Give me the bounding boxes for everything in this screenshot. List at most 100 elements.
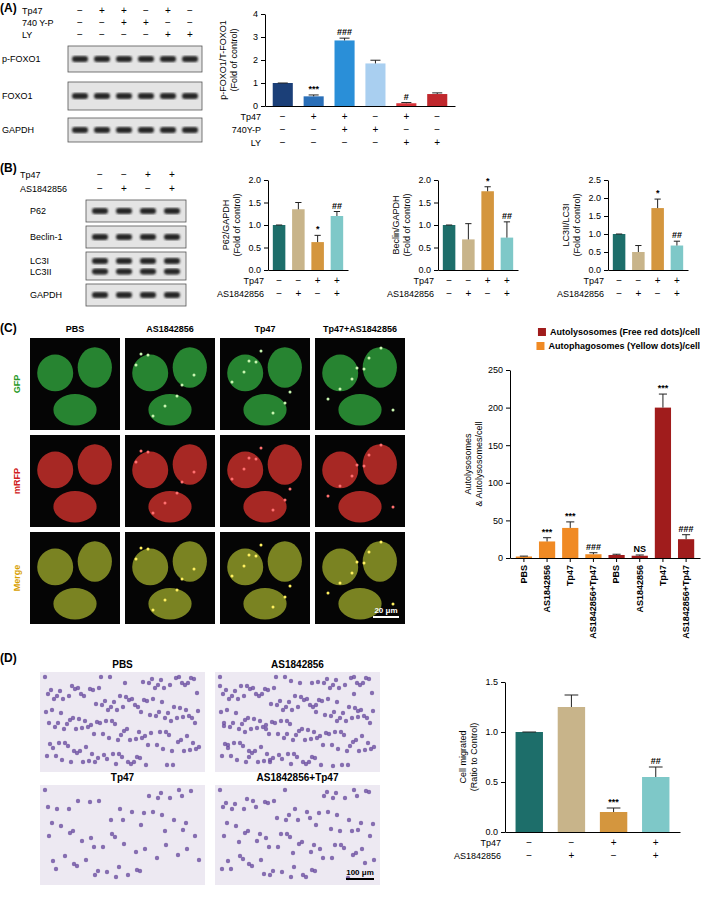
cell — [356, 715, 360, 719]
condition-sign: + — [315, 275, 321, 286]
cell — [158, 730, 162, 734]
plot-area — [516, 394, 694, 558]
condition-label: AS1842856 — [387, 289, 434, 299]
blot-band — [160, 93, 176, 99]
condition-sign: − — [635, 275, 641, 286]
cell — [140, 736, 144, 740]
condition-sign: − — [616, 275, 622, 286]
cell — [325, 790, 329, 794]
tick-mark — [604, 180, 608, 181]
tick-mark — [501, 682, 505, 683]
cell — [159, 678, 163, 682]
tick: 4 — [253, 9, 265, 19]
tick: 200 — [488, 403, 510, 413]
tick-mark — [501, 782, 505, 783]
cell — [349, 676, 353, 680]
cell — [221, 805, 225, 809]
cell — [293, 694, 297, 698]
tick: 0.5 — [588, 247, 608, 257]
cell — [360, 847, 364, 851]
condition-sign: + — [143, 17, 149, 28]
cell — [312, 843, 316, 847]
tick-mark — [506, 408, 510, 409]
cell — [233, 689, 237, 693]
cell — [262, 872, 266, 876]
blot-band — [116, 127, 132, 133]
puncta — [248, 360, 251, 363]
error-bar — [649, 767, 663, 777]
cell — [244, 760, 248, 764]
cell — [281, 708, 285, 712]
cell — [78, 541, 112, 581]
cell — [99, 675, 103, 679]
condition-sign: − — [143, 29, 149, 40]
cell — [262, 759, 266, 763]
cell — [93, 873, 97, 877]
significance: # — [404, 92, 409, 102]
cell — [331, 764, 335, 768]
cell — [231, 721, 235, 725]
puncta — [193, 568, 196, 571]
error-bar — [674, 241, 680, 245]
cell — [100, 703, 104, 707]
cell — [268, 873, 272, 877]
condition-sign: + — [403, 137, 409, 148]
condition-sign: − — [373, 137, 379, 148]
condition-label: AS1842856 — [557, 289, 604, 299]
cell — [170, 749, 174, 753]
cell — [82, 694, 86, 698]
tick-label: AS1842856+Tp47 — [588, 565, 598, 639]
cell — [220, 754, 224, 758]
cell — [190, 716, 194, 720]
blot-band — [94, 56, 110, 62]
tick-label: AS1842856+Tp47 — [681, 565, 691, 639]
cell — [132, 452, 168, 489]
error-bar — [276, 225, 282, 226]
tick-mark — [506, 445, 510, 446]
y-axis: 0.00.51.01.52.0 — [418, 175, 438, 275]
cell — [322, 452, 358, 489]
condition-sign: + — [121, 5, 127, 16]
cell — [118, 694, 122, 698]
tick-mark — [506, 370, 510, 371]
blot-band — [182, 127, 198, 133]
bar — [585, 554, 601, 558]
puncta — [356, 464, 359, 467]
y-axis: 050100150200250 — [488, 365, 511, 563]
blot-band — [92, 234, 108, 240]
cell — [184, 708, 188, 712]
x-axis — [266, 106, 456, 107]
cell — [251, 799, 255, 803]
axis-line — [510, 371, 511, 559]
error-bar — [682, 535, 690, 540]
cell — [155, 856, 159, 860]
cell — [222, 834, 226, 838]
condition-sign: − — [145, 183, 151, 194]
blot-band — [160, 56, 176, 62]
tick-label: 1.0 — [248, 220, 261, 230]
condition-sign: + — [655, 275, 661, 286]
cell — [274, 675, 278, 679]
cell — [143, 847, 147, 851]
bar — [335, 40, 355, 106]
axis-line — [265, 15, 266, 107]
blot-band — [92, 208, 108, 214]
cell — [243, 394, 286, 425]
condition-sign: + — [485, 275, 491, 286]
cell — [309, 737, 313, 741]
blot-band — [72, 93, 88, 99]
blot-frame — [86, 226, 186, 248]
tick-label: PBS — [611, 565, 621, 584]
axis-title-line: Autolysosomes — [463, 433, 473, 495]
cell — [312, 730, 316, 734]
cell — [47, 834, 51, 838]
cell — [280, 870, 284, 874]
cell — [322, 355, 358, 392]
blot-frame — [68, 46, 202, 72]
tick-mark — [434, 248, 438, 249]
cell — [242, 694, 246, 698]
cell — [314, 710, 318, 714]
cell — [319, 763, 323, 767]
puncta — [164, 599, 167, 602]
axis-line — [505, 683, 506, 833]
